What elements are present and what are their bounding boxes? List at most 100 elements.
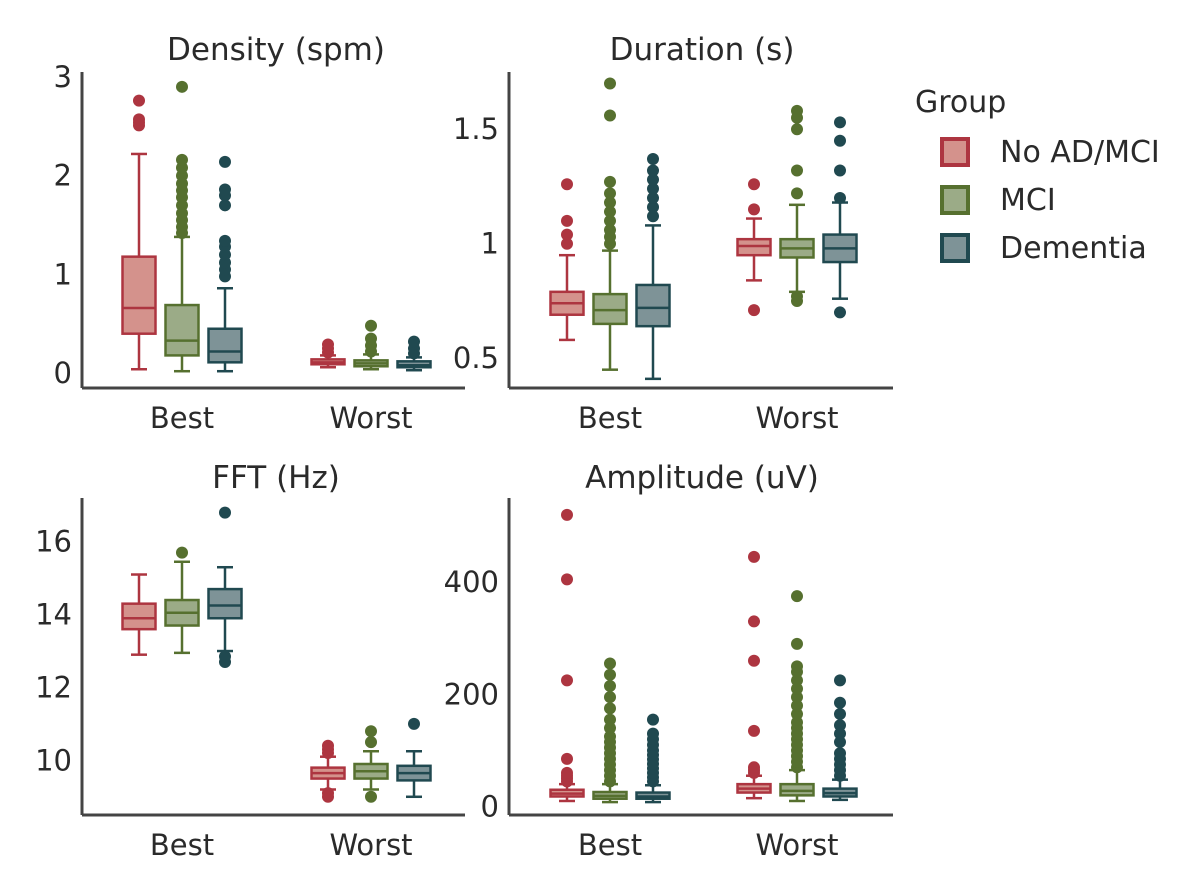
y-tick-label: 400 (444, 565, 499, 599)
y-tick-label: 0 (54, 356, 72, 390)
outlier-point (748, 724, 760, 737)
panel-density-spm: Density (spm) 0 1 2 3 Best Worst (54, 32, 465, 435)
outlier-point (604, 109, 616, 122)
x-tick-label: Best (150, 401, 214, 435)
y-tick-label: 2 (54, 159, 72, 193)
outlier-point (604, 668, 616, 681)
legend-title: Group (915, 85, 1007, 120)
outlier-point (604, 196, 616, 209)
box-no-ad-mci-worst (736, 178, 772, 317)
outlier-point (604, 730, 616, 743)
box-no-ad-mci-best (121, 573, 157, 656)
outlier-point (604, 175, 616, 188)
outlier-point (219, 155, 231, 168)
legend-label: No AD/MCI (1000, 134, 1160, 170)
outlier-point (561, 178, 573, 191)
outlier-point (561, 674, 573, 687)
y-tick-label: 3 (54, 60, 72, 94)
outlier-point (791, 123, 803, 136)
outlier-point (647, 182, 659, 195)
outlier-point (748, 178, 760, 191)
box-mci-best (164, 80, 200, 373)
y-tick-label: 0 (481, 790, 499, 824)
x-tick-label: Best (578, 828, 642, 862)
box-iqr (207, 327, 243, 364)
outlier-point (604, 214, 616, 227)
outlier-point (791, 682, 803, 695)
outlier-point (748, 761, 760, 774)
outlier-point (561, 237, 573, 250)
box-dementia-worst (396, 717, 432, 799)
box-dementia-best (207, 155, 243, 373)
outlier-point (561, 508, 573, 521)
outlier-point (647, 173, 659, 186)
outlier-point (133, 94, 145, 107)
box-iqr (635, 283, 671, 328)
box-mci-worst (779, 104, 815, 307)
box-no-ad-mci-best (121, 94, 157, 371)
box-dementia-best (635, 713, 671, 804)
box-no-ad-mci-best (549, 508, 585, 803)
outlier-point (834, 747, 846, 760)
y-tick-label: 1.5 (453, 112, 499, 146)
box-dementia-best (635, 153, 671, 381)
outlier-point (604, 657, 616, 670)
outlier-point (219, 506, 231, 519)
x-tick-label: Best (150, 828, 214, 862)
outlier-point (791, 660, 803, 673)
legend-swatch-dementia (940, 233, 970, 263)
y-tick-label: 12 (35, 670, 72, 704)
box-no-ad-mci-best (549, 178, 585, 342)
box-mci-best (592, 77, 628, 371)
box-mci-best (592, 657, 628, 804)
legend-item-mci: MCI (915, 176, 1160, 224)
x-tick-label: Worst (329, 401, 412, 435)
outlier-point (561, 228, 573, 241)
outlier-point (791, 699, 803, 712)
outlier-point (834, 719, 846, 732)
box-iqr (164, 303, 200, 357)
outlier-point (834, 674, 846, 687)
box-dementia-worst (822, 116, 858, 319)
outlier-point (748, 550, 760, 563)
box-mci-worst (779, 590, 815, 803)
x-tick-label: Worst (755, 828, 838, 862)
panel-fft-hz: FFT (Hz) 10 12 14 16 Best Worst (35, 460, 465, 862)
outlier-point (365, 319, 377, 332)
outlier-point (834, 164, 846, 177)
outlier-point (647, 191, 659, 204)
legend-label: MCI (1000, 182, 1056, 218)
outlier-point (834, 306, 846, 319)
outlier-point (561, 573, 573, 586)
outlier-point (365, 790, 377, 803)
outlier-point (561, 752, 573, 765)
outlier-point (647, 201, 659, 214)
outlier-point (748, 304, 760, 317)
box-iqr (121, 602, 157, 631)
outlier-point (748, 615, 760, 628)
outlier-point (322, 338, 334, 351)
box-mci-worst (353, 319, 389, 371)
panel-title: Amplitude (uV) (585, 460, 819, 496)
panel-title: FFT (Hz) (212, 460, 340, 496)
x-tick-label: Worst (329, 828, 412, 862)
legend: Group No AD/MCI MCI Dementia (915, 85, 1160, 272)
outlier-point (791, 164, 803, 177)
outlier-point (322, 739, 334, 752)
outlier-point (791, 708, 803, 721)
legend-swatch-mci (940, 185, 970, 215)
outlier-point (791, 590, 803, 603)
outlier-point (791, 716, 803, 729)
box-dementia-worst (822, 674, 858, 802)
outlier-point (604, 702, 616, 715)
outlier-point (791, 104, 803, 117)
outlier-point (604, 77, 616, 90)
outlier-point (791, 674, 803, 687)
panel-amplitude-uv: Amplitude (uV) 0 200 400 Best Worst (444, 460, 893, 862)
outlier-point (408, 335, 420, 348)
outlier-point (647, 210, 659, 223)
legend-swatch-no-ad-mci (940, 137, 970, 167)
panel-title: Duration (s) (610, 32, 795, 68)
box-no-ad-mci-worst (736, 550, 772, 800)
outlier-point (834, 191, 846, 204)
